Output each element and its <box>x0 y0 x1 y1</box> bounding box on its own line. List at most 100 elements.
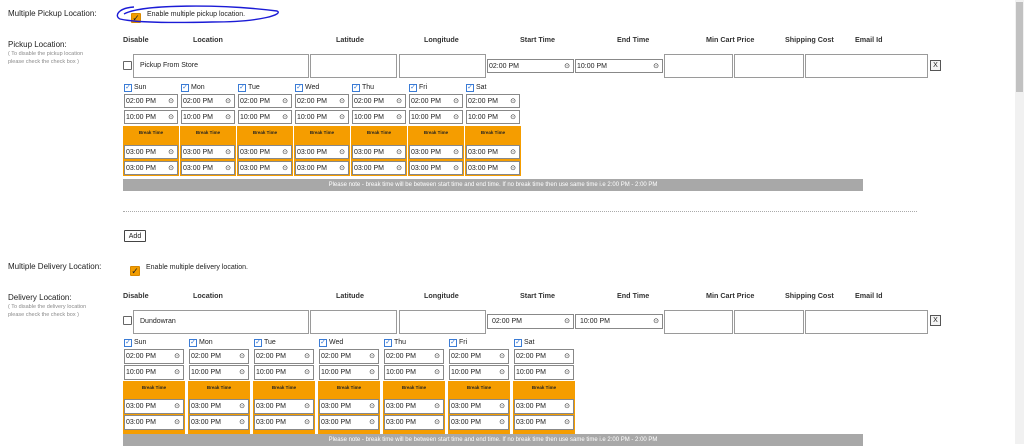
pickup-min-cart-input[interactable] <box>664 54 733 78</box>
delivery-mon-break-end[interactable]: 03:00 PM ⊙ <box>189 415 249 430</box>
day-checkbox[interactable]: ✓ <box>189 338 197 347</box>
pickup-email-input[interactable] <box>805 54 928 78</box>
scrollbar-thumb[interactable] <box>1016 2 1023 92</box>
pickup-tue-open-time[interactable]: 02:00 PM ⊙ <box>238 94 292 108</box>
day-checkbox[interactable]: ✓ <box>449 338 457 347</box>
delivery-thu-break-end[interactable]: 03:00 PM ⊙ <box>384 415 444 430</box>
pickup-sun-close-time[interactable]: 10:00 PM ⊙ <box>124 110 178 124</box>
delivery-fri-open-time[interactable]: 02:00 PM ⊙ <box>449 349 509 364</box>
day-checkbox[interactable]: ✓ <box>124 83 132 92</box>
pickup-sat-close-time[interactable]: 10:00 PM ⊙ <box>466 110 520 124</box>
pickup-tue-close-time[interactable]: 10:00 PM ⊙ <box>238 110 292 124</box>
pickup-day-sat[interactable]: ✓ Sat <box>466 83 487 92</box>
delivery-day-wed[interactable]: ✓ Wed <box>319 338 343 347</box>
delivery-fri-break-start[interactable]: 03:00 PM ⊙ <box>449 399 509 414</box>
pickup-sat-break-start[interactable]: 03:00 PM ⊙ <box>466 145 520 159</box>
delivery-sun-break-start[interactable]: 03:00 PM ⊙ <box>124 399 184 414</box>
day-checkbox[interactable]: ✓ <box>238 83 246 92</box>
pickup-fri-break-start[interactable]: 03:00 PM ⊙ <box>409 145 463 159</box>
delivery-longitude-input[interactable] <box>399 310 486 334</box>
pickup-day-sun[interactable]: ✓ Sun <box>124 83 146 92</box>
pickup-mon-break-end[interactable]: 03:00 PM ⊙ <box>181 161 235 175</box>
delivery-wed-break-end[interactable]: 03:00 PM ⊙ <box>319 415 379 430</box>
delivery-day-sun[interactable]: ✓ Sun <box>124 338 146 347</box>
pickup-wed-close-time[interactable]: 10:00 PM ⊙ <box>295 110 349 124</box>
delivery-thu-close-time[interactable]: 10:00 PM ⊙ <box>384 365 444 380</box>
delivery-day-thu[interactable]: ✓ Thu <box>384 338 406 347</box>
delivery-day-fri[interactable]: ✓ Fri <box>449 338 467 347</box>
pickup-sun-open-time[interactable]: 02:00 PM ⊙ <box>124 94 178 108</box>
delivery-start-time-input[interactable]: 02:00 PM ⊙ <box>487 314 574 329</box>
delivery-end-time-input[interactable]: 10:00 PM ⊙ <box>575 314 663 329</box>
page-scrollbar[interactable] <box>1015 0 1024 444</box>
day-checkbox[interactable]: ✓ <box>514 338 522 347</box>
delivery-tue-close-time[interactable]: 10:00 PM ⊙ <box>254 365 314 380</box>
delivery-min-cart-input[interactable] <box>664 310 733 334</box>
day-checkbox[interactable]: ✓ <box>466 83 474 92</box>
pickup-day-wed[interactable]: ✓ Wed <box>295 83 319 92</box>
delivery-disable-checkbox[interactable] <box>123 316 132 325</box>
delivery-wed-close-time[interactable]: 10:00 PM ⊙ <box>319 365 379 380</box>
pickup-sun-break-start[interactable]: 03:00 PM ⊙ <box>124 145 178 159</box>
pickup-remove-button[interactable]: X <box>930 60 941 71</box>
pickup-thu-break-start[interactable]: 03:00 PM ⊙ <box>352 145 406 159</box>
delivery-sun-break-end[interactable]: 03:00 PM ⊙ <box>124 415 184 430</box>
delivery-sun-close-time[interactable]: 10:00 PM ⊙ <box>124 365 184 380</box>
delivery-day-mon[interactable]: ✓ Mon <box>189 338 213 347</box>
day-checkbox[interactable]: ✓ <box>295 83 303 92</box>
delivery-tue-break-end[interactable]: 03:00 PM ⊙ <box>254 415 314 430</box>
delivery-remove-button[interactable]: X <box>930 315 941 326</box>
pickup-day-fri[interactable]: ✓ Fri <box>409 83 427 92</box>
pickup-disable-checkbox[interactable] <box>123 61 132 70</box>
day-checkbox[interactable]: ✓ <box>409 83 417 92</box>
pickup-sun-break-end[interactable]: 03:00 PM ⊙ <box>124 161 178 175</box>
day-checkbox[interactable]: ✓ <box>384 338 392 347</box>
delivery-latitude-input[interactable] <box>310 310 397 334</box>
pickup-fri-close-time[interactable]: 10:00 PM ⊙ <box>409 110 463 124</box>
delivery-mon-close-time[interactable]: 10:00 PM ⊙ <box>189 365 249 380</box>
delivery-mon-open-time[interactable]: 02:00 PM ⊙ <box>189 349 249 364</box>
pickup-mon-close-time[interactable]: 10:00 PM ⊙ <box>181 110 235 124</box>
delivery-day-tue[interactable]: ✓ Tue <box>254 338 276 347</box>
pickup-wed-open-time[interactable]: 02:00 PM ⊙ <box>295 94 349 108</box>
pickup-day-tue[interactable]: ✓ Tue <box>238 83 260 92</box>
pickup-sat-break-end[interactable]: 03:00 PM ⊙ <box>466 161 520 175</box>
pickup-fri-open-time[interactable]: 02:00 PM ⊙ <box>409 94 463 108</box>
pickup-end-time-input[interactable]: 10:00 PM ⊙ <box>575 59 663 73</box>
day-checkbox[interactable]: ✓ <box>124 338 132 347</box>
enable-pickup-checkbox[interactable]: ✓ <box>131 13 141 23</box>
delivery-wed-open-time[interactable]: 02:00 PM ⊙ <box>319 349 379 364</box>
pickup-shipping-input[interactable] <box>734 54 804 78</box>
delivery-sun-open-time[interactable]: 02:00 PM ⊙ <box>124 349 184 364</box>
enable-delivery-checkbox[interactable]: ✓ <box>130 266 140 276</box>
pickup-mon-open-time[interactable]: 02:00 PM ⊙ <box>181 94 235 108</box>
pickup-tue-break-end[interactable]: 03:00 PM ⊙ <box>238 161 292 175</box>
day-checkbox[interactable]: ✓ <box>181 83 189 92</box>
pickup-location-input[interactable]: Pickup From Store <box>133 54 309 78</box>
pickup-sat-open-time[interactable]: 02:00 PM ⊙ <box>466 94 520 108</box>
delivery-tue-open-time[interactable]: 02:00 PM ⊙ <box>254 349 314 364</box>
pickup-wed-break-end[interactable]: 03:00 PM ⊙ <box>295 161 349 175</box>
delivery-day-sat[interactable]: ✓ Sat <box>514 338 535 347</box>
delivery-shipping-input[interactable] <box>734 310 804 334</box>
pickup-start-time-input[interactable]: 02:00 PM ⊙ <box>487 59 574 73</box>
pickup-thu-close-time[interactable]: 10:00 PM ⊙ <box>352 110 406 124</box>
pickup-mon-break-start[interactable]: 03:00 PM ⊙ <box>181 145 235 159</box>
add-location-button[interactable]: Add <box>124 230 146 242</box>
pickup-fri-break-end[interactable]: 03:00 PM ⊙ <box>409 161 463 175</box>
day-checkbox[interactable]: ✓ <box>319 338 327 347</box>
delivery-fri-close-time[interactable]: 10:00 PM ⊙ <box>449 365 509 380</box>
delivery-mon-break-start[interactable]: 03:00 PM ⊙ <box>189 399 249 414</box>
delivery-thu-open-time[interactable]: 02:00 PM ⊙ <box>384 349 444 364</box>
pickup-latitude-input[interactable] <box>310 54 397 78</box>
day-checkbox[interactable]: ✓ <box>254 338 262 347</box>
pickup-thu-break-end[interactable]: 03:00 PM ⊙ <box>352 161 406 175</box>
delivery-email-input[interactable] <box>805 310 928 334</box>
delivery-sat-close-time[interactable]: 10:00 PM ⊙ <box>514 365 574 380</box>
pickup-day-mon[interactable]: ✓ Mon <box>181 83 205 92</box>
delivery-fri-break-end[interactable]: 03:00 PM ⊙ <box>449 415 509 430</box>
pickup-thu-open-time[interactable]: 02:00 PM ⊙ <box>352 94 406 108</box>
pickup-longitude-input[interactable] <box>399 54 486 78</box>
delivery-wed-break-start[interactable]: 03:00 PM ⊙ <box>319 399 379 414</box>
pickup-day-thu[interactable]: ✓ Thu <box>352 83 374 92</box>
